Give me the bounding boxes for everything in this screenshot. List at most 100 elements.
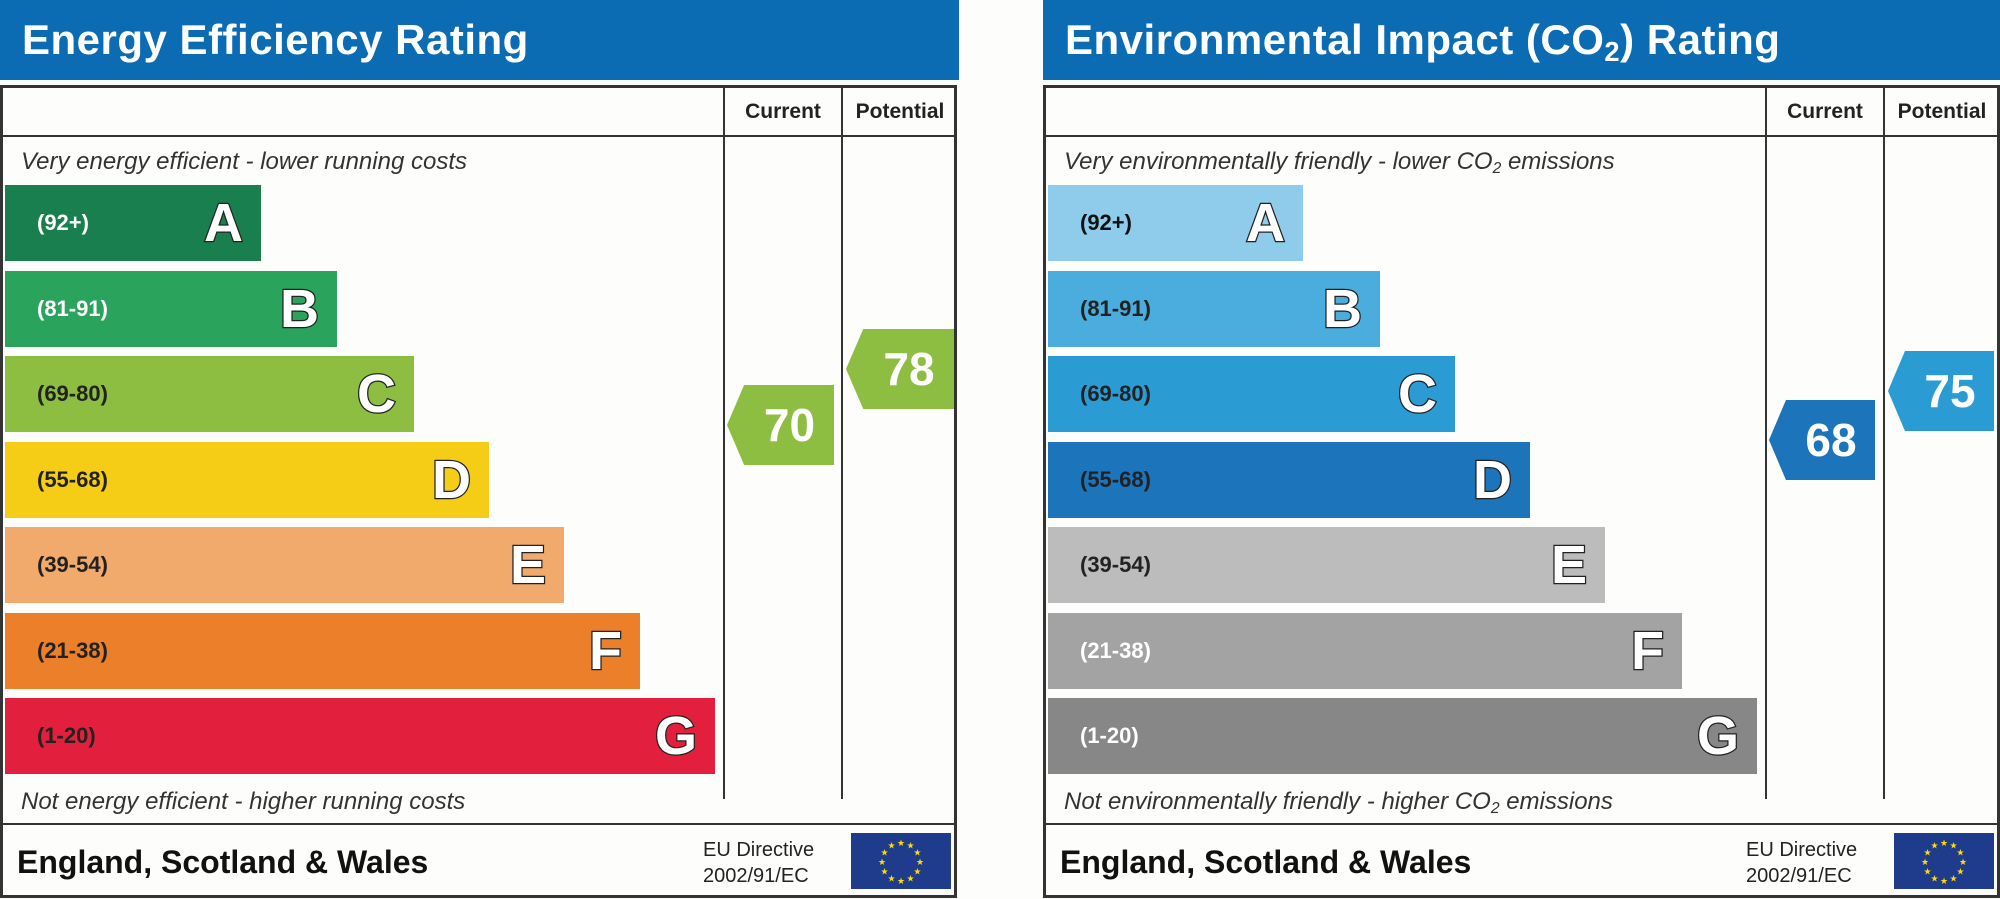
rating-band-c: (69-80) C [5,356,414,432]
svg-text:★: ★ [1949,873,1957,883]
eu-flag-icon: ★ ★ ★ ★ ★ ★ ★ ★ ★ ★ ★ ★ [1894,833,1994,889]
divider [723,88,725,799]
svg-text:★: ★ [913,867,921,877]
svg-text:★: ★ [1930,841,1938,851]
band-letter: A [1245,192,1287,255]
current-column-header: Current [745,100,821,123]
rating-table: Current Potential Very environmentally f… [1043,85,2000,898]
rating-band-c: (69-80) C [1048,356,1455,432]
band-range: (92+) [37,210,89,235]
band-letter: E [1550,534,1589,597]
band-range: (69-80) [37,381,108,406]
svg-text:★: ★ [1956,867,1964,877]
band-range: (69-80) [1080,381,1151,406]
rating-band-f: (21-38) F [5,612,640,689]
svg-text:★: ★ [1924,867,1932,877]
panel-title: Energy Efficiency Rating [0,0,959,80]
divider [1883,88,1885,799]
rating-band-d: (55-68) D [1048,441,1530,518]
band-letter: D [431,448,473,511]
svg-text:★: ★ [906,873,914,883]
band-letter: F [588,619,624,682]
svg-text:★: ★ [1940,838,1948,848]
potential-rating-arrow: 75 [1888,351,1994,431]
current-rating-arrow: 68 [1769,400,1875,480]
divider [1765,88,1767,799]
region-label: England, Scotland & Wales [17,844,429,880]
rating-band-g: (1-20) G [1048,698,1757,774]
band-range: (21-38) [37,637,108,663]
eu-directive-line1: EU Directive [1746,839,1858,861]
eu-directive-line2: 2002/91/EC [703,865,809,887]
rating-band-d: (55-68) D [5,441,489,518]
region-label: England, Scotland & Wales [1060,844,1472,880]
band-range: (92+) [1080,210,1132,235]
band-range: (55-68) [37,466,108,492]
band-letter: D [1472,448,1514,511]
band-letter: B [279,277,321,340]
rating-band-g: (1-20) G [5,698,715,774]
divider [1046,823,1997,825]
panel-title: Environmental Impact (CO2) Rating [1043,0,2000,80]
rating-band-f: (21-38) F [1048,612,1682,689]
svg-text:★: ★ [881,848,889,858]
energy-efficiency-panel: Energy Efficiency Rating Current Potenti… [0,0,959,899]
top-caption: Very energy efficient - lower running co… [21,148,467,175]
divider [841,88,843,799]
band-letter: G [1696,705,1741,768]
svg-text:★: ★ [1930,873,1938,883]
divider [3,135,954,137]
current-rating-arrow: 70 [727,385,834,465]
current-column-header: Current [1787,100,1863,123]
svg-text:★: ★ [1924,848,1932,858]
eu-flag-icon: ★ ★ ★ ★ ★ ★ ★ ★ ★ ★ ★ ★ [851,833,951,889]
svg-text:★: ★ [887,873,895,883]
band-range: (1-20) [37,723,96,748]
band-letter: F [1630,619,1666,682]
svg-text:★: ★ [1956,848,1964,858]
band-letter: C [1397,363,1439,426]
rating-band-e: (39-54) E [5,527,564,603]
rating-band-a: (92+) A [5,185,261,261]
eu-directive-label: EU Directive 2002/91/EC [703,837,814,889]
band-range: (21-38) [1080,637,1151,663]
divider [1046,135,1997,137]
svg-text:★: ★ [887,841,895,851]
svg-text:★: ★ [1921,857,1929,867]
rating-band-b: (81-91) B [1048,270,1380,347]
eu-directive-label: EU Directive 2002/91/EC [1746,837,1857,889]
bottom-caption: Not energy efficient - higher running co… [21,788,466,815]
band-letter: C [356,363,398,426]
band-range: (39-54) [1080,552,1151,577]
band-range: (39-54) [37,552,108,577]
band-letter: G [654,705,699,768]
potential-column-header: Potential [1897,100,1987,123]
environmental-impact-panel: Environmental Impact (CO2) Rating Curren… [1043,0,2000,899]
potential-column-header: Potential [855,100,945,123]
svg-text:★: ★ [1940,876,1948,886]
bottom-caption: Not environmentally friendly - higher CO… [1064,788,1613,817]
rating-table: Current Potential Very energy efficient … [0,85,957,898]
svg-text:★: ★ [906,841,914,851]
svg-text:★: ★ [1949,841,1957,851]
svg-text:★: ★ [897,838,905,848]
eu-directive-line1: EU Directive [703,839,815,861]
svg-text:★: ★ [1959,857,1967,867]
svg-text:★: ★ [878,857,886,867]
svg-text:★: ★ [916,857,924,867]
band-letter: A [203,192,245,255]
top-caption: Very environmentally friendly - lower CO… [1064,148,1615,177]
band-letter: E [509,534,548,597]
rating-band-a: (92+) A [1048,185,1303,261]
band-range: (81-91) [1080,295,1151,321]
svg-text:★: ★ [913,848,921,858]
divider [3,823,954,825]
potential-rating-arrow: 78 [846,329,954,409]
band-letter: B [1322,277,1364,340]
band-range: (1-20) [1080,723,1139,748]
svg-text:★: ★ [881,867,889,877]
rating-band-e: (39-54) E [1048,527,1605,603]
eu-directive-line2: 2002/91/EC [1746,865,1852,887]
band-range: (81-91) [37,295,108,321]
svg-text:★: ★ [897,876,905,886]
